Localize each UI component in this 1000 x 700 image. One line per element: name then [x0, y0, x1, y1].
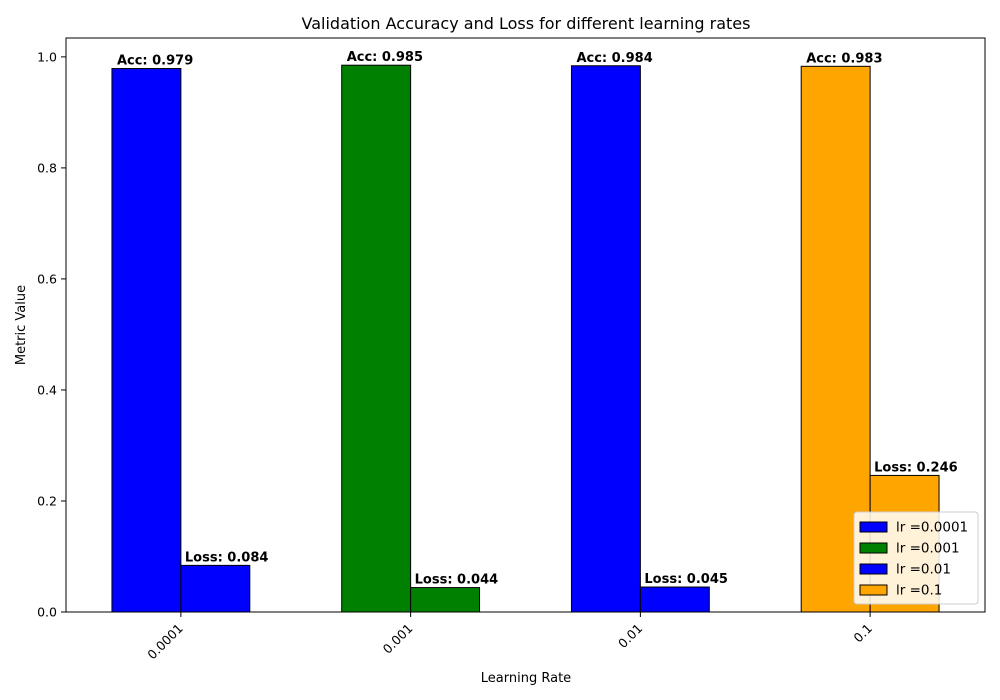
accuracy-bar — [111, 68, 182, 613]
bars-group — [111, 64, 940, 613]
loss-bar — [410, 587, 481, 613]
accuracy-data-label: Acc: 0.983 — [806, 51, 882, 66]
x-tick-label: 0.01 — [615, 621, 645, 651]
legend-swatch — [859, 542, 888, 554]
loss-bar — [639, 586, 710, 613]
loss-bar — [180, 564, 251, 613]
accuracy-data-label: Acc: 0.979 — [117, 54, 193, 69]
y-tick-label: 0.2 — [37, 493, 57, 508]
legend-swatch — [859, 521, 888, 533]
loss-data-label: Loss: 0.246 — [874, 460, 958, 475]
y-tick-label: 0.6 — [37, 271, 57, 286]
loss-data-label: Loss: 0.045 — [644, 572, 728, 587]
legend-label: lr =0.1 — [896, 583, 942, 599]
loss-data-label: Loss: 0.084 — [185, 550, 269, 565]
legend-label: lr =0.0001 — [896, 520, 968, 536]
accuracy-bar — [341, 64, 412, 613]
y-tick-label: 0.8 — [37, 160, 57, 175]
data-labels-group: Acc: 0.979 Loss: 0.084 Acc: 0.985 Loss: 0.0… — [117, 50, 958, 587]
accuracy-data-label: Acc: 0.985 — [347, 50, 423, 65]
legend-swatch — [859, 584, 888, 596]
x-tick-label: 0.0001 — [144, 621, 186, 663]
loss-data-label: Loss: 0.044 — [415, 573, 499, 588]
x-tick-label: 0.001 — [380, 621, 416, 657]
accuracy-data-label: Acc: 0.984 — [576, 51, 652, 66]
accuracy-bar — [570, 65, 641, 613]
legend-label: lr =0.001 — [896, 541, 960, 557]
legend: lr =0.0001 lr =0.001 lr =0.01 lr =0.1 — [853, 511, 979, 605]
y-tick-label: 0.4 — [37, 382, 57, 397]
chart-title: Validation Accuracy and Loss for differe… — [302, 14, 751, 33]
legend-label: lr =0.01 — [896, 562, 951, 578]
legend-swatch — [859, 563, 888, 575]
plot-frame — [65, 37, 986, 613]
x-axis-label: Learning Rate — [481, 671, 571, 686]
y-tick-label: 1.0 — [37, 49, 57, 64]
x-tick-label: 0.1 — [850, 621, 875, 646]
y-tick-label: 0.0 — [37, 605, 57, 620]
legend-box — [853, 511, 979, 605]
y-axis-label: Metric Value — [14, 285, 29, 365]
